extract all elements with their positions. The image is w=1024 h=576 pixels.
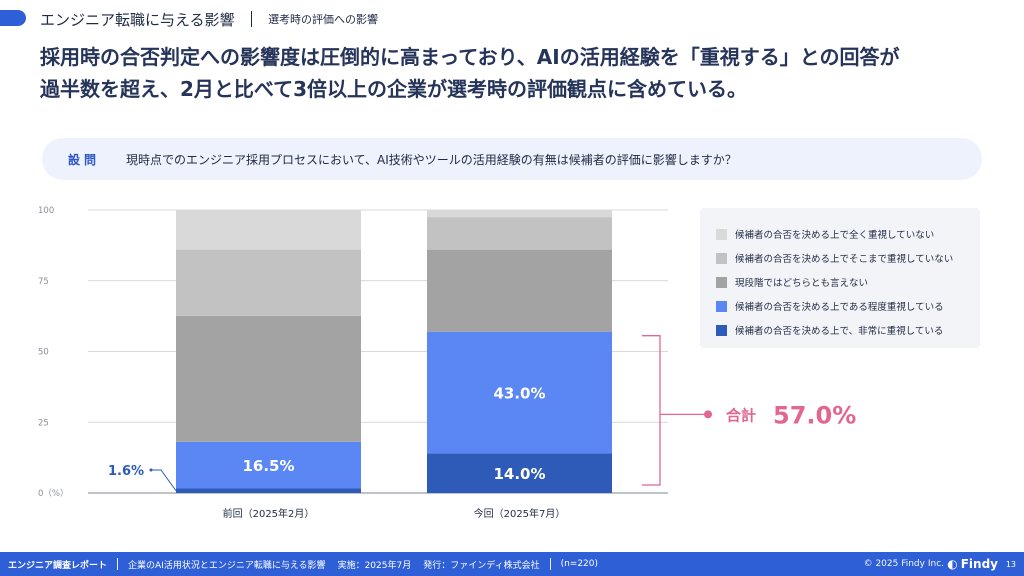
findy-logo-icon: ◐ xyxy=(947,557,958,571)
total-bracket xyxy=(642,335,661,486)
data-label: 1.6% xyxy=(108,464,144,479)
legend-label: 候補者の合否を決める上で全く重視していない xyxy=(735,230,935,241)
y-tick-label: 25 xyxy=(38,418,49,428)
legend-item: 候補者の合否を決める上でそこまで重視していない xyxy=(716,246,980,270)
legend-label: 候補者の合否を決める上で、非常に重視している xyxy=(735,326,944,337)
bar-segment xyxy=(427,249,612,332)
legend-item: 候補者の合否を決める上で、非常に重視している xyxy=(716,318,980,342)
findy-logo: ◐ Findy xyxy=(947,557,998,571)
section-subtitle: 選考時の評価への影響 xyxy=(268,13,379,26)
total-dot xyxy=(704,410,712,419)
x-category-label: 今回（2025年7月） xyxy=(474,507,566,520)
y-tick-label: 75 xyxy=(38,277,49,287)
y-tick-label: 0（%） xyxy=(38,488,69,499)
chart-legend: 候補者の合否を決める上で全く重視していない候補者の合否を決める上でそこまで重視し… xyxy=(700,208,980,348)
page-number: 13 xyxy=(1005,559,1016,569)
question-label: 設問 xyxy=(68,152,101,167)
legend-item: 候補者の合否を決める上で全く重視していない xyxy=(716,222,980,246)
legend-swatch xyxy=(716,276,727,288)
footer-divider xyxy=(549,558,551,570)
question-text: 現時点でのエンジニア採用プロセスにおいて、AI技術やツールの活用経験の有無は候補… xyxy=(126,152,737,167)
footer-report-title: エンジニア調査レポート xyxy=(8,560,108,571)
data-label: 43.0% xyxy=(493,385,545,403)
headline: 採用時の合否判定への影響度は圧倒的に高まっており、AIの活用経験を「重視する」と… xyxy=(40,41,1000,105)
bar-segment xyxy=(427,210,612,218)
footer: エンジニア調査レポート 企業のAI活用状況とエンジニア転職に与える影響 実施：2… xyxy=(0,552,1024,576)
headline-line-2: 過半数を超え、2月と比べて3倍以上の企業が選考時の評価観点に含めている。 xyxy=(40,77,748,101)
footer-publisher: 発行：ファインディ株式会社 xyxy=(423,560,540,571)
footer-report-name: 企業のAI活用状況とエンジニア転職に与える影響 xyxy=(128,560,326,571)
header-accent-bar xyxy=(0,10,26,26)
total-value: 57.0% xyxy=(773,401,856,429)
bar-segment xyxy=(427,453,612,493)
bar-segment xyxy=(427,217,612,250)
legend-item: 候補者の合否を決める上である程度重視している xyxy=(716,294,980,318)
x-category-label: 前回（2025年2月） xyxy=(223,507,315,520)
y-tick-label: 50 xyxy=(38,348,49,358)
data-label: 16.5% xyxy=(242,457,294,475)
header: エンジニア転職に与える影響 選考時の評価への影響 xyxy=(40,9,378,29)
legend-swatch xyxy=(716,228,727,240)
bar-segment xyxy=(176,488,361,493)
legend-swatch xyxy=(716,252,727,264)
legend-label: 現段階ではどちらとも言えない xyxy=(735,278,869,289)
bar-segment xyxy=(427,331,612,454)
headline-line-1: 採用時の合否判定への影響度は圧倒的に高まっており、AIの活用経験を「重視する」と… xyxy=(40,45,900,69)
legend-label: 候補者の合否を決める上である程度重視している xyxy=(735,302,944,313)
bar-segment xyxy=(176,441,361,489)
callout-line xyxy=(151,469,177,492)
section-title: エンジニア転職に与える影響 xyxy=(40,10,235,29)
footer-copyright: © 2025 Findy Inc. xyxy=(863,559,944,569)
footer-sample-size: (n=220) xyxy=(560,559,599,569)
legend-swatch xyxy=(716,324,727,336)
legend-swatch xyxy=(716,300,727,312)
y-tick-label: 100 xyxy=(38,206,54,216)
bar-segment xyxy=(176,249,361,316)
header-divider xyxy=(250,11,253,27)
stacked-bar-chart: 0（%） 25 50 75 100 16.5% 前回（2025年2月） 14.0% 43.0% 今… xyxy=(38,206,856,520)
legend-item: 現段階ではどちらとも言えない xyxy=(716,270,980,294)
footer-date: 実施：2025年7月 xyxy=(337,560,412,571)
footer-divider xyxy=(117,558,119,570)
findy-logo-text: Findy xyxy=(960,557,998,571)
legend-label: 候補者の合否を決める上でそこまで重視していない xyxy=(735,254,954,265)
total-label: 合計 xyxy=(725,406,756,424)
data-label: 14.0% xyxy=(493,465,545,483)
bar-segment xyxy=(176,315,361,442)
question-bar: 設問 現時点でのエンジニア採用プロセスにおいて、AI技術やツールの活用経験の有無… xyxy=(42,138,982,180)
bar-segment xyxy=(176,210,361,250)
